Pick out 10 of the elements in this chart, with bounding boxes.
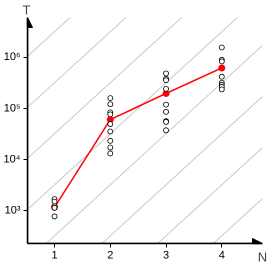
x-tick-label: 3: [162, 250, 170, 262]
x-tick-label: 1: [51, 250, 58, 262]
y-tick-label: 10⁶: [4, 51, 20, 64]
y-tick-label: 10³: [4, 204, 21, 216]
y-axis-title: T: [22, 2, 30, 18]
x-axis-title: N: [258, 250, 268, 264]
y-tick-label: 10⁴: [4, 153, 21, 166]
y-tick-label: 10⁵: [4, 102, 20, 114]
x-tick-label: 2: [107, 250, 114, 262]
x-tick-label: 4: [218, 250, 225, 262]
